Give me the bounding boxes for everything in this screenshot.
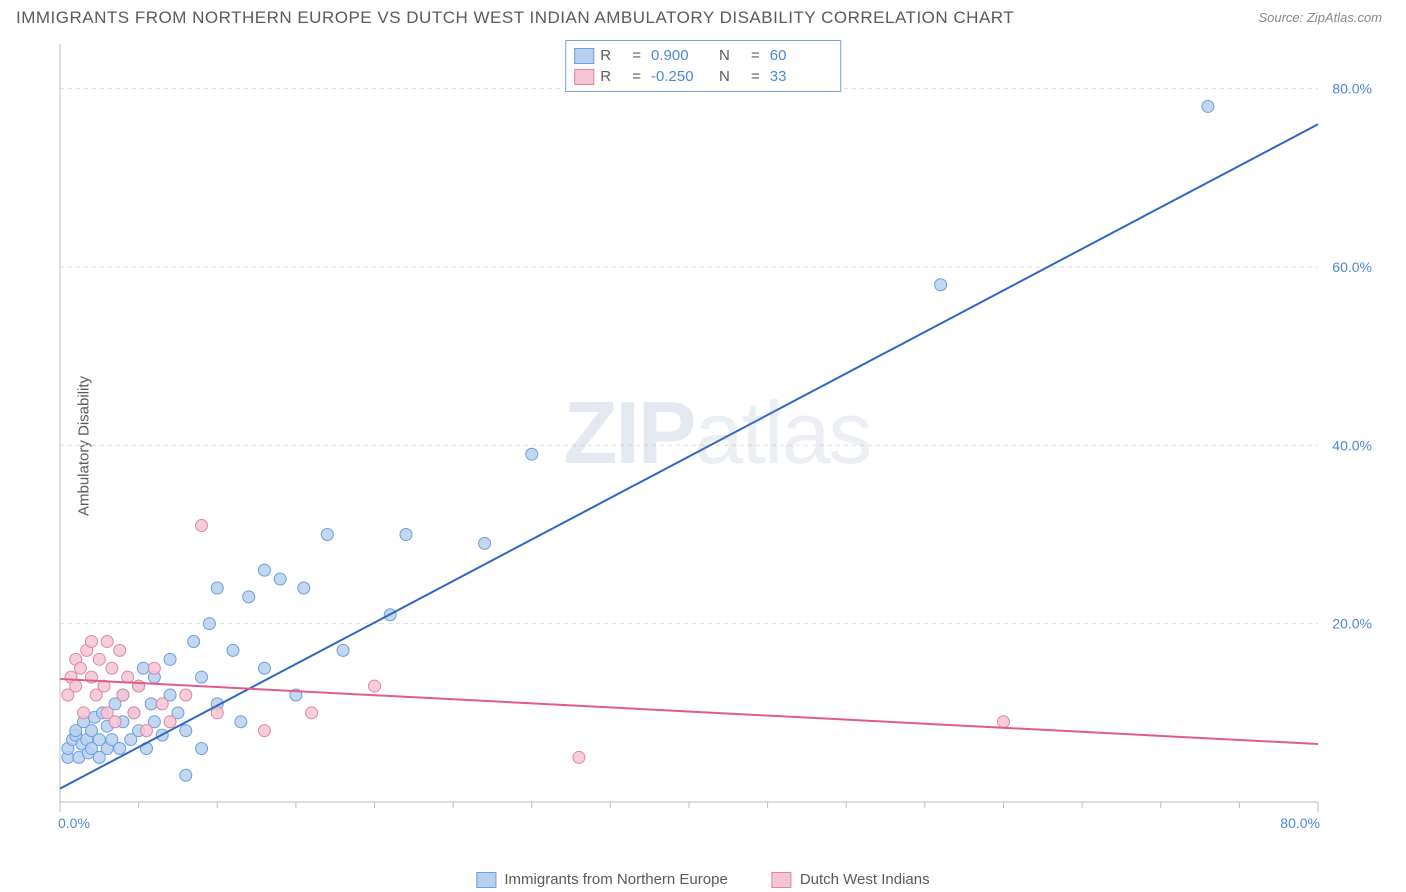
legend-label-1: Immigrants from Northern Europe [504, 871, 727, 888]
legend-swatch-series-1 [476, 872, 496, 888]
watermark-bold: ZIP [564, 383, 695, 482]
svg-text:60.0%: 60.0% [1332, 259, 1372, 275]
r-label: R [600, 68, 626, 85]
equals-sign: = [632, 47, 641, 64]
chart-area: 20.0% 40.0% 60.0% 80.0% 0.0% 80.0% ZIPatlas [52, 36, 1382, 846]
legend-label-2: Dutch West Indians [800, 871, 930, 888]
n-label: N [719, 47, 745, 64]
legend-item-1: Immigrants from Northern Europe [476, 871, 727, 888]
svg-text:80.0%: 80.0% [1280, 815, 1320, 831]
legend-swatch-series-2 [574, 69, 594, 85]
equals-sign: = [751, 68, 760, 85]
legend-item-2: Dutch West Indians [772, 871, 930, 888]
legend-swatch-series-1 [574, 48, 594, 64]
svg-text:40.0%: 40.0% [1332, 437, 1372, 453]
legend-swatch-series-2 [772, 872, 792, 888]
n-value-1: 60 [770, 47, 832, 64]
r-value-2: -0.250 [651, 68, 713, 85]
r-label: R [600, 47, 626, 64]
legend-stats-row-2: R = -0.250 N = 33 [574, 66, 832, 87]
n-label: N [719, 68, 745, 85]
chart-title: IMMIGRANTS FROM NORTHERN EUROPE VS DUTCH… [16, 8, 1014, 28]
n-value-2: 33 [770, 68, 832, 85]
source-attribution: Source: ZipAtlas.com [1258, 10, 1382, 25]
legend-stats-row-1: R = 0.900 N = 60 [574, 45, 832, 66]
svg-text:0.0%: 0.0% [58, 815, 90, 831]
legend-stats: R = 0.900 N = 60 R = -0.250 N = 33 [565, 40, 841, 92]
equals-sign: = [751, 47, 760, 64]
equals-sign: = [632, 68, 641, 85]
svg-text:80.0%: 80.0% [1332, 81, 1372, 97]
r-value-1: 0.900 [651, 47, 713, 64]
svg-text:20.0%: 20.0% [1332, 616, 1372, 632]
legend-series: Immigrants from Northern Europe Dutch We… [476, 871, 929, 888]
watermark-light: atlas [695, 383, 871, 482]
watermark: ZIPatlas [564, 382, 871, 484]
